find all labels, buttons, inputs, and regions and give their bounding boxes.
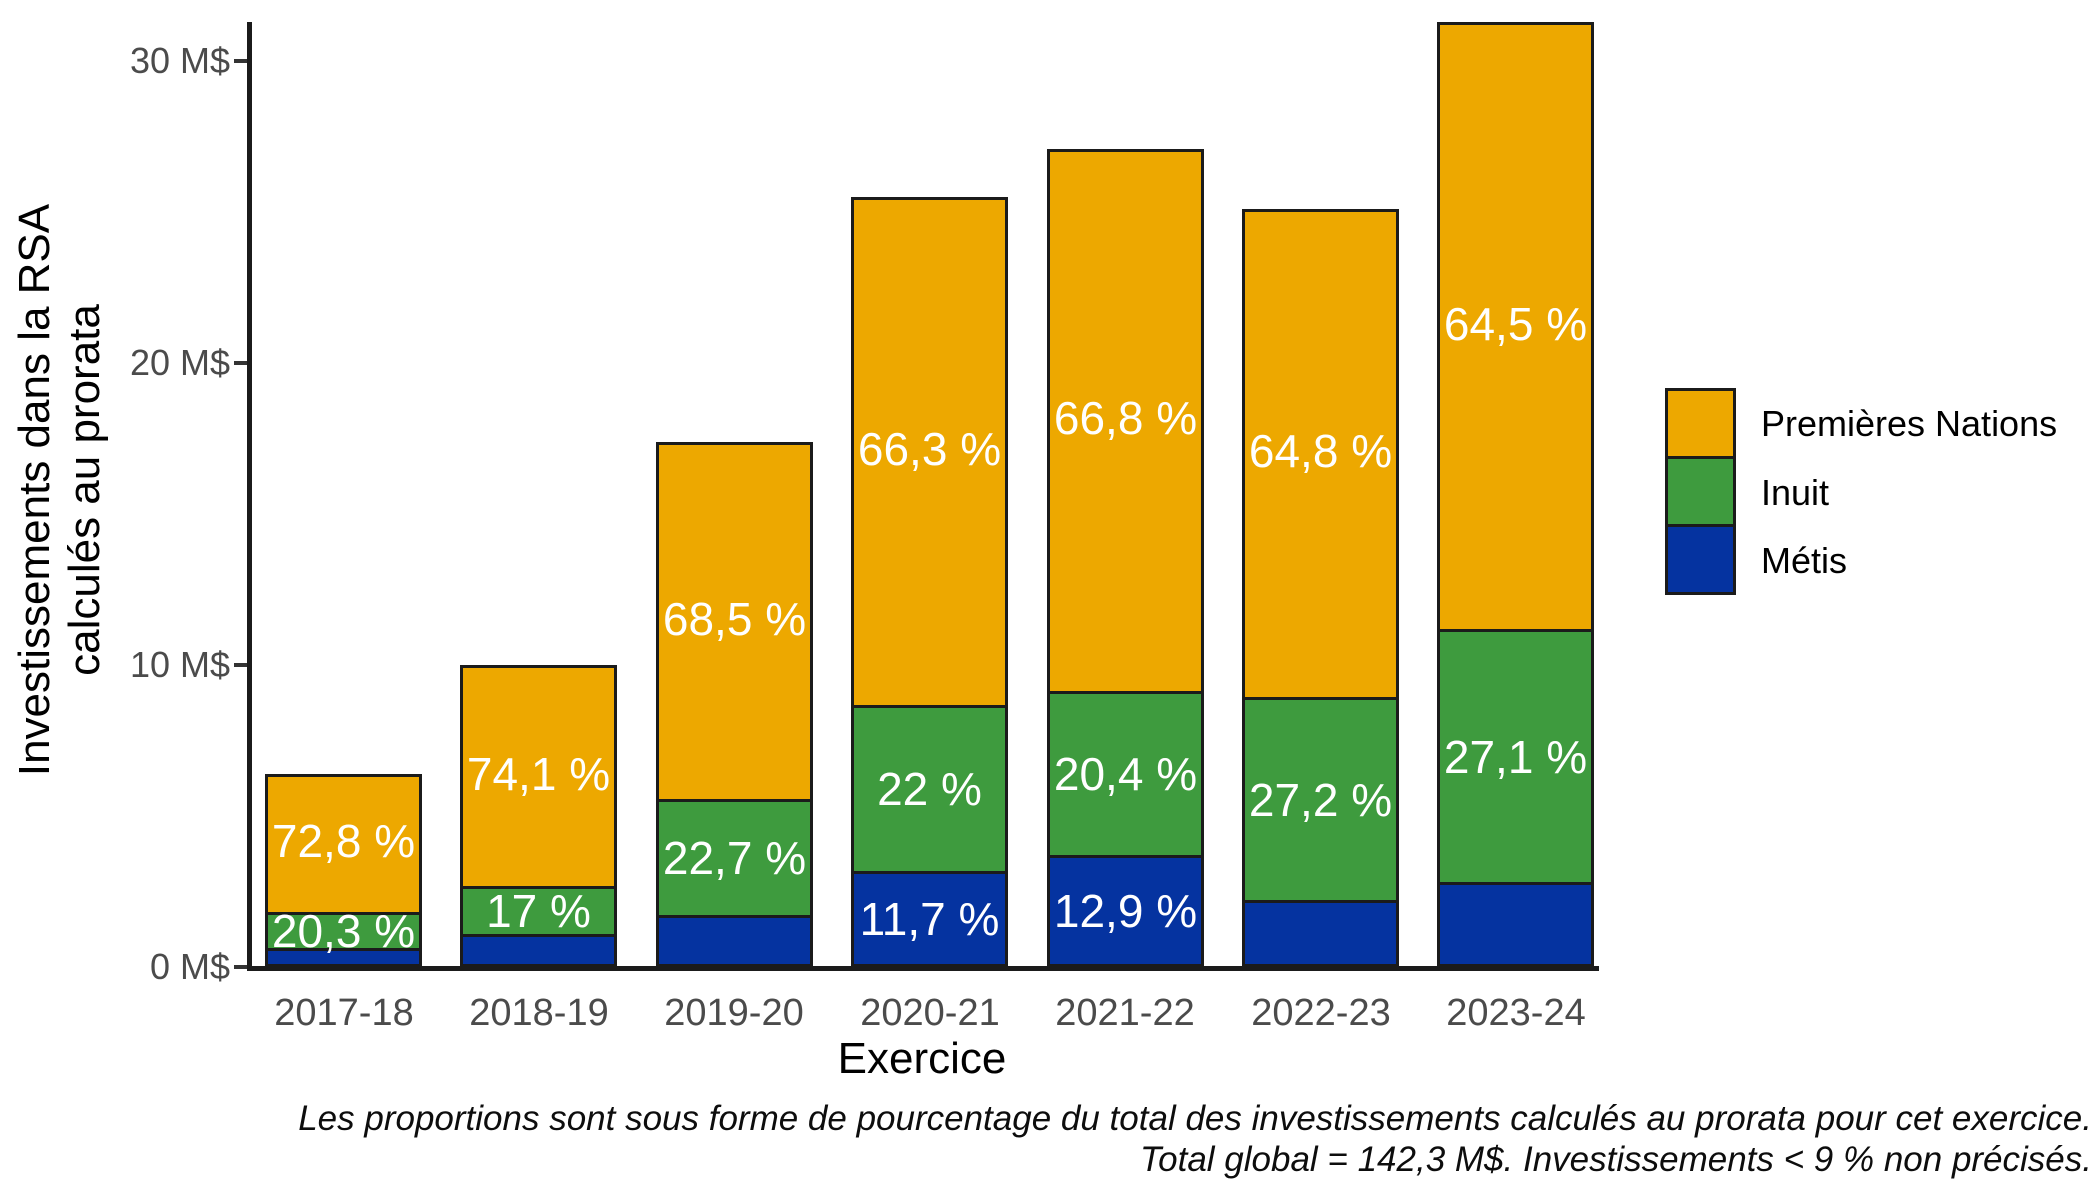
y-axis-line [247,22,252,971]
x-tick-label-2022-23: 2022-23 [1251,992,1391,1034]
legend-label: Premières Nations [1761,402,2058,444]
legend-swatch [1665,388,1736,459]
bar-segment-metis [463,937,614,964]
bar-label-inuit: 17 % [486,885,591,937]
legend-label: Inuit [1761,472,1830,513]
legend-item: Métis [1665,524,2057,595]
bar-segment-metis [1050,858,1201,964]
bar-label-metis: 11,7 % [859,893,1000,945]
bar-segment-inuit [268,912,419,951]
x-axis-title: Exercice [837,1034,1007,1083]
bar-segment-metis [854,874,1005,964]
x-tick-label-2021-22: 2021-22 [1055,992,1195,1034]
bar-segment-inuit [659,799,810,918]
x-tick-label-2020-21: 2020-21 [860,992,1000,1034]
bar-segment-inuit [463,886,614,937]
bar-label-metis: 12,9 % [1053,885,1198,937]
y-tick-mark [234,965,247,969]
y-axis-title-line-2: calculés au prorata [60,304,109,676]
legend-label: Métis [1761,540,1848,581]
y-axis-title-line-1: Investissements dans la RSA [10,203,59,777]
bar-label-premieres-nations: 66,3 % [857,423,1002,475]
y-tick-mark [234,663,247,667]
bar-label-inuit: 27,2 % [1248,774,1393,826]
bar-2023-24: 27,1 % 64,5 % [1437,22,1594,967]
bar-segment-inuit [1245,697,1396,903]
y-tick-label: 0 M$ [149,946,230,987]
bar-2020-21: 11,7 % 22 % 66,3 % [851,197,1008,967]
bar-label-inuit: 20,4 % [1053,748,1198,800]
x-tick-label-2018-19: 2018-19 [469,992,609,1034]
bar-label-premieres-nations: 66,8 % [1053,392,1198,444]
x-axis-line [247,966,1599,971]
bar-segment-metis [659,918,810,964]
bar-label-inuit: 22 % [877,763,982,815]
bar-2018-19: 17 % 74,1 % [460,665,617,967]
bar-label-inuit: 20,3 % [271,905,416,957]
bar-segment-inuit [854,705,1005,874]
y-tick-label: 20 M$ [129,342,230,383]
y-tick-mark [234,59,247,63]
y-tick-label: 10 M$ [129,644,230,685]
bar-2022-23: 27,2 % 64,8 % [1242,209,1399,967]
legend: Premières Nations Inuit Métis [1665,388,2057,595]
bar-label-inuit: 22,7 % [662,832,807,884]
x-tick-label-2017-18: 2017-18 [274,992,414,1034]
bar-segment-inuit [1050,691,1201,858]
x-tick-label-2023-24: 2023-24 [1446,992,1586,1034]
bar-2017-18: 20,3 % 72,8 % [265,774,422,967]
y-tick-label: 30 M$ [129,40,230,81]
legend-swatch [1665,524,1736,595]
legend-item: Premières Nations [1665,388,2057,459]
bar-label-premieres-nations: 72,8 % [271,815,416,867]
bar-segment-metis [1440,885,1591,964]
bar-label-premieres-nations: 68,5 % [662,593,807,645]
bar-segment-inuit [1440,629,1591,885]
bar-label-premieres-nations: 64,5 % [1443,298,1588,350]
caption-line-1: Les proportions sont sous forme de pourc… [298,1099,2092,1138]
caption-line-2: Total global = 142,3 M$. Investissements… [1139,1140,2092,1179]
bar-label-inuit: 27,1 % [1443,731,1588,783]
y-tick-mark [234,361,247,365]
bar-label-premieres-nations: 64,8 % [1248,425,1393,477]
bar-segment-metis [268,951,419,964]
legend-swatch [1665,456,1736,527]
bar-2019-20: 22,7 % 68,5 % [656,442,813,967]
y-axis-title: Investissements dans la RSA calculés au … [10,160,110,820]
bar-label-premieres-nations: 74,1 % [466,748,611,800]
bar-2021-22: 12,9 % 20,4 % 66,8 % [1047,149,1204,967]
bar-segment-metis [1245,903,1396,964]
caption: Les proportions sont sous forme de pourc… [92,1098,2092,1180]
legend-item: Inuit [1665,456,2057,527]
x-tick-label-2019-20: 2019-20 [664,992,804,1034]
